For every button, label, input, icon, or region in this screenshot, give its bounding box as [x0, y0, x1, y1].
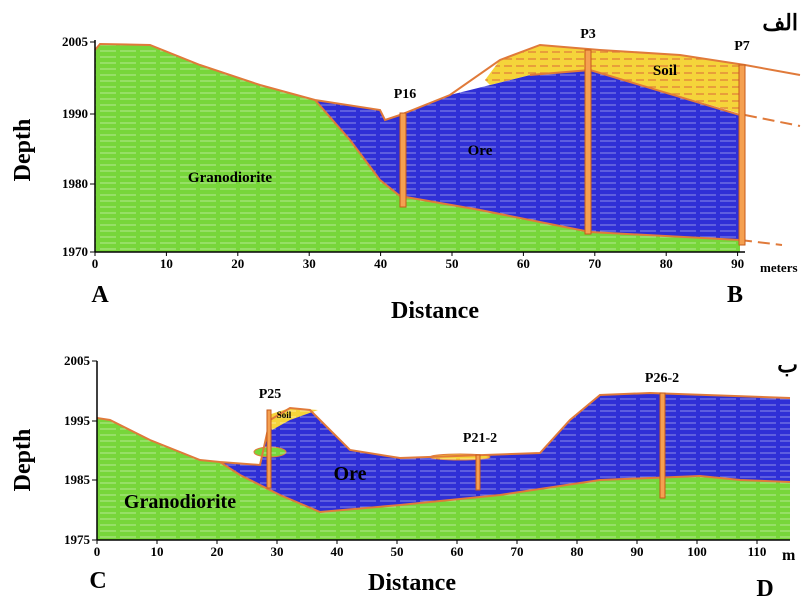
y-tick-label: 2005: [62, 34, 89, 49]
rock-label: Soil: [653, 63, 677, 79]
y-axis-label: Depth: [10, 119, 36, 182]
y-axis-label: Depth: [10, 429, 36, 492]
rock-label: Ore: [468, 143, 493, 159]
ticks: 0 10 20 30 40 50 60 70 80 90 100 110 2005 1995 1985 197…: [64, 353, 766, 559]
x-tick-label: 80: [571, 544, 584, 559]
end-label: C: [89, 568, 106, 594]
x-axis-label: Distance: [368, 570, 456, 596]
panel-label: الف: [762, 10, 798, 35]
y-tick-label: 1995: [64, 413, 91, 428]
hatch: [95, 44, 740, 252]
borehole-label: P21-2: [463, 431, 497, 446]
x-tick-label: 70: [511, 544, 524, 559]
surface: [94, 42, 801, 122]
x-tick-label: 50: [391, 544, 404, 559]
y-tick-label: 1990: [62, 106, 88, 121]
x-unit: meters: [760, 260, 798, 275]
x-tick-label: 60: [451, 544, 464, 559]
x-tick-label: 30: [271, 544, 284, 559]
rock-label: Granodiorite: [124, 491, 236, 513]
x-tick-label: 60: [517, 256, 530, 271]
surface: [96, 391, 791, 467]
projection: [744, 114, 801, 127]
borehole: [738, 64, 746, 246]
borehole-label: P7: [734, 39, 750, 54]
section-2: P25 P21-2 P26-2 Granodiorite Ore Soil ب …: [10, 352, 798, 597]
x-tick-label: 30: [303, 256, 316, 271]
borehole: [475, 454, 481, 491]
y-tick-label: 1980: [62, 176, 88, 191]
y-tick-label: 1970: [62, 244, 88, 259]
x-tick-label: 80: [660, 256, 673, 271]
ticks: 0 10 20 30 40 50 60 70 80 90 2005 1990 1980 1970: [62, 34, 744, 271]
x-tick-label: 20: [231, 256, 244, 271]
x-tick-label: 50: [446, 256, 459, 271]
y-tick-label: 1985: [64, 472, 91, 487]
end-label: B: [727, 282, 743, 308]
x-tick-label: 10: [160, 256, 173, 271]
borehole-label: P25: [259, 387, 282, 402]
borehole: [399, 112, 407, 208]
x-tick-label: 40: [374, 256, 387, 271]
borehole-label: P26-2: [645, 371, 679, 386]
x-tick-label: 90: [631, 544, 644, 559]
rock-label: Ore: [334, 463, 367, 485]
x-tick-label: 0: [92, 256, 99, 271]
rock-label: Soil: [277, 410, 292, 420]
borehole: [659, 392, 666, 499]
x-tick-label: 100: [687, 544, 707, 559]
panel-label: ب: [777, 352, 798, 377]
projection: [739, 239, 783, 246]
x-tick-label: 70: [588, 256, 601, 271]
x-tick-label: 0: [94, 544, 101, 559]
x-tick-label: 90: [731, 256, 744, 271]
borehole-label: P3: [580, 27, 596, 42]
end-label: A: [91, 282, 109, 308]
x-unit: m: [782, 547, 796, 564]
hatch: [97, 393, 790, 540]
section-1: P16 P3 P7 Granodiorite Ore Soil الف Dept…: [10, 10, 801, 324]
end-label: D: [756, 576, 773, 597]
x-tick-label: 110: [748, 544, 767, 559]
borehole: [266, 409, 272, 489]
x-axis-label: Distance: [391, 298, 479, 324]
x-tick-label: 20: [211, 544, 224, 559]
y-tick-label: 1975: [64, 532, 91, 547]
x-tick-label: 10: [151, 544, 164, 559]
borehole: [584, 49, 592, 235]
borehole-label: P16: [394, 87, 417, 102]
x-tick-label: 40: [331, 544, 344, 559]
rock-label: Granodiorite: [188, 170, 272, 186]
soil-hatch: [485, 45, 745, 115]
y-tick-label: 2005: [64, 353, 91, 368]
contact: [219, 461, 791, 514]
